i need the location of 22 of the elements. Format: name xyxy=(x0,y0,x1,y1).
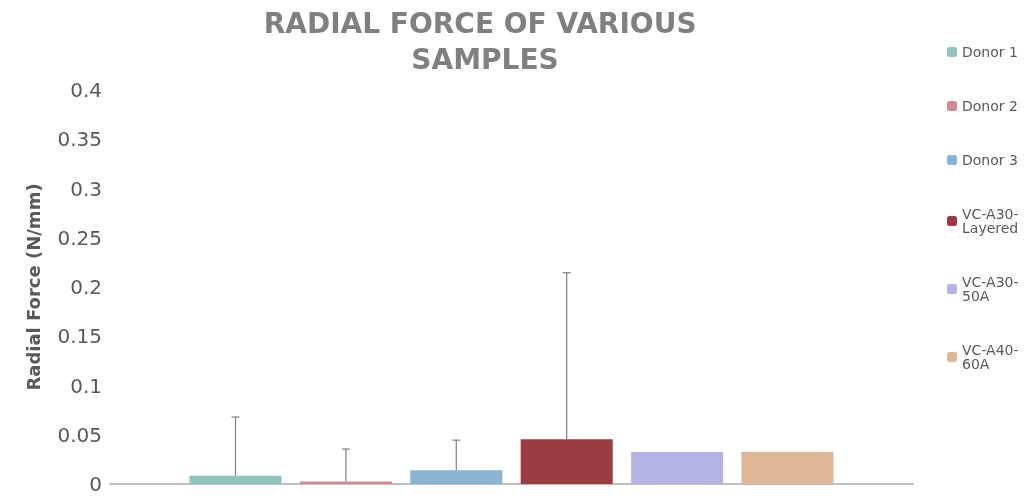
y-tick-label: 0.2 xyxy=(70,275,102,299)
y-tick-label: 0.05 xyxy=(57,422,102,447)
y-tick-label: 0.3 xyxy=(70,176,102,201)
legend-label: Donor 1 xyxy=(962,44,1018,60)
legend-label: VC-A30- Layered xyxy=(962,206,1024,236)
y-axis-title: Radial Force (N/mm) xyxy=(22,183,44,391)
legend-label: VC-A40- 60A xyxy=(962,342,1024,372)
bar xyxy=(631,451,724,484)
y-tick-label: 0.4 xyxy=(70,78,102,102)
y-tick-label: 0.1 xyxy=(70,373,102,398)
bar xyxy=(741,451,834,484)
bar xyxy=(410,470,503,484)
bar xyxy=(520,439,613,484)
y-tick-label: 0 xyxy=(89,472,102,496)
legend-label: VC-A30- 50A xyxy=(962,274,1024,304)
y-tick-label: 0.15 xyxy=(57,324,102,349)
y-tick-label: 0.35 xyxy=(57,127,102,152)
chart-title: RADIAL FORCE OF VARIOUS SAMPLES xyxy=(263,6,707,76)
legend-label: Donor 2 xyxy=(962,98,1018,114)
y-tick-label: 0.25 xyxy=(57,225,102,250)
bar xyxy=(189,475,282,484)
legend-label: Donor 3 xyxy=(962,152,1018,168)
